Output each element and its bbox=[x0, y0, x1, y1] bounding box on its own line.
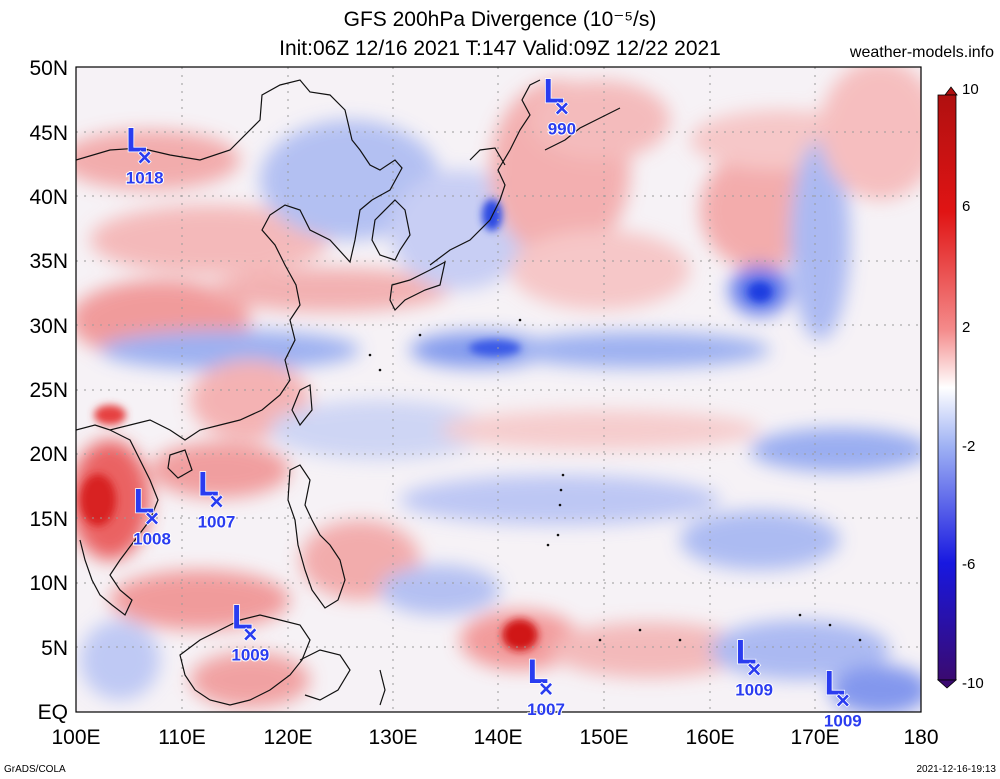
colorbar-label: -2 bbox=[962, 438, 975, 455]
low-symbol: L bbox=[543, 72, 564, 110]
low-pressure-value: 1009 bbox=[231, 646, 269, 665]
low-symbol: L bbox=[528, 653, 549, 691]
latitude-axis: EQ 5N 10N 15N 20N 25N 30N 35N 40N 45N 50… bbox=[29, 57, 68, 724]
low-pressure-value: 1018 bbox=[126, 168, 164, 187]
low-symbol: L bbox=[198, 466, 219, 504]
low-pressure-value: 1009 bbox=[735, 680, 773, 699]
lon-label: 150E bbox=[579, 726, 628, 749]
colorbar-label: 10 bbox=[962, 81, 979, 98]
lon-label: 160E bbox=[685, 726, 734, 749]
low-symbol: L bbox=[736, 633, 757, 671]
lon-label: 130E bbox=[368, 726, 417, 749]
low-center-marker: × bbox=[836, 687, 850, 714]
lon-label: 100E bbox=[51, 726, 100, 749]
graticule bbox=[76, 67, 921, 712]
site-name: weather-models.info bbox=[849, 44, 994, 61]
low-pressure-marker: L×1009 bbox=[734, 633, 774, 701]
lat-label: 20N bbox=[29, 443, 68, 466]
lon-label: 140E bbox=[473, 726, 522, 749]
low-pressure-value: 1008 bbox=[133, 530, 171, 549]
low-pressure-marker: L×1018 bbox=[125, 121, 165, 189]
longitude-axis: 100E 110E 120E 130E 140E 150E 160E 170E … bbox=[51, 726, 938, 749]
low-pressure-marker: L×1009 bbox=[823, 664, 863, 732]
lat-label: 15N bbox=[29, 508, 68, 531]
lat-label: 10N bbox=[29, 572, 68, 595]
lat-label: 35N bbox=[29, 250, 68, 273]
plot-frame bbox=[75, 66, 922, 713]
low-symbol: L bbox=[134, 483, 155, 521]
colorbar-min-arrow bbox=[936, 679, 958, 689]
colorbar-label: 6 bbox=[962, 198, 970, 215]
low-center-marker: × bbox=[243, 622, 257, 649]
footer-timestamp: 2021-12-16-19:13 bbox=[916, 764, 996, 775]
low-center-marker: × bbox=[138, 144, 152, 171]
chart-title: GFS 200hPa Divergence (10⁻⁵/s) bbox=[343, 8, 657, 31]
lon-label: 170E bbox=[790, 726, 839, 749]
low-symbol: L bbox=[232, 599, 253, 637]
lat-label: EQ bbox=[38, 701, 68, 724]
low-pressure-marker: L×1007 bbox=[197, 465, 237, 533]
low-symbol: L bbox=[824, 664, 845, 702]
low-center-marker: × bbox=[747, 656, 761, 683]
lon-label: 110E bbox=[158, 726, 206, 749]
colorbar-max-arrow bbox=[944, 86, 958, 96]
colorbar-label: -6 bbox=[962, 556, 975, 573]
low-center-marker: × bbox=[539, 676, 553, 703]
lat-label: 5N bbox=[41, 637, 68, 660]
low-pressure-value: 1007 bbox=[198, 513, 236, 532]
low-pressure-marker: L×1008 bbox=[132, 482, 172, 550]
low-pressure-marker: L×1009 bbox=[230, 598, 270, 666]
lat-label: 40N bbox=[29, 186, 68, 209]
colorbar-bar bbox=[937, 94, 957, 681]
low-center-marker: × bbox=[145, 506, 159, 533]
low-pressure-value: 1009 bbox=[824, 711, 862, 730]
low-center-marker: × bbox=[209, 489, 223, 516]
low-pressure-marker: L×1007 bbox=[526, 652, 566, 720]
low-center-marker: × bbox=[555, 95, 569, 122]
lat-label: 30N bbox=[29, 315, 68, 338]
lat-label: 45N bbox=[29, 122, 68, 145]
lat-label: 50N bbox=[29, 57, 68, 80]
colorbar: 10 6 2 -2 -6 -10 bbox=[936, 81, 984, 692]
islands bbox=[368, 318, 862, 642]
coastlines bbox=[76, 79, 621, 706]
low-pressure-value: 990 bbox=[548, 119, 576, 138]
low-symbol: L bbox=[126, 121, 147, 159]
chart-subtitle: Init:06Z 12/16 2021 T:147 Valid:09Z 12/2… bbox=[279, 37, 721, 60]
footer-software: GrADS/COLA bbox=[4, 764, 66, 775]
lat-label: 25N bbox=[29, 379, 68, 402]
lon-label: 120E bbox=[263, 726, 312, 749]
colorbar-label: -10 bbox=[962, 675, 984, 692]
low-pressure-marker: L×990 bbox=[543, 72, 577, 140]
divergence-field bbox=[76, 67, 921, 712]
lon-label: 180 bbox=[903, 726, 938, 749]
colorbar-label: 2 bbox=[962, 319, 970, 336]
low-pressure-value: 1007 bbox=[527, 700, 565, 719]
